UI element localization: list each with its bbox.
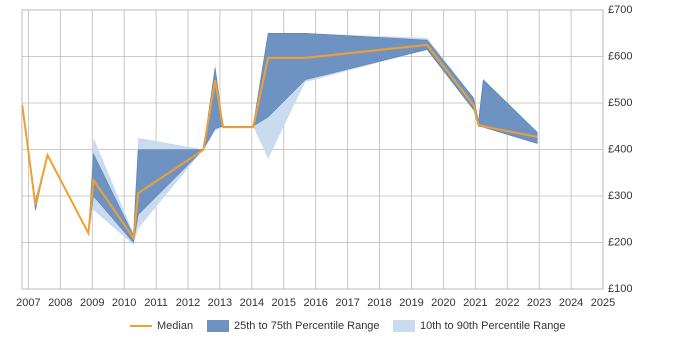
y-tick-label: £400: [608, 143, 632, 155]
x-tick-label: 2016: [303, 297, 327, 309]
legend-swatch: [207, 320, 229, 332]
x-tick-label: 2015: [272, 297, 296, 309]
x-tick-label: 2009: [80, 297, 104, 309]
x-tick-label: 2021: [463, 297, 487, 309]
x-tick-label: 2022: [495, 297, 519, 309]
legend-label: 25th to 75th Percentile Range: [234, 320, 380, 332]
x-tick-label: 2017: [335, 297, 359, 309]
x-tick-label: 2007: [16, 297, 40, 309]
y-tick-label: £100: [608, 283, 632, 295]
x-tick-label: 2012: [176, 297, 200, 309]
y-tick-label: £600: [608, 50, 632, 62]
median-line: [21, 43, 538, 241]
x-tick-label: 2014: [240, 297, 264, 309]
y-tick-label: £700: [608, 4, 632, 16]
legend-label: 10th to 90th Percentile Range: [420, 320, 566, 332]
x-tick-label: 2011: [144, 297, 168, 309]
x-tick-label: 2020: [431, 297, 455, 309]
x-tick-label: 2010: [112, 297, 136, 309]
y-tick-label: £200: [608, 236, 632, 248]
x-tick-label: 2018: [367, 297, 391, 309]
x-tick-label: 2019: [399, 297, 423, 309]
y-tick-label: £500: [608, 97, 632, 109]
percentile-band: [22, 32, 538, 244]
legend-label: Median: [157, 320, 193, 332]
y-tick-label: £300: [608, 190, 632, 202]
legend-swatch: [393, 320, 415, 332]
x-tick-label: 2024: [559, 297, 583, 309]
x-tick-label: 2023: [527, 297, 551, 309]
x-tick-label: 2013: [208, 297, 232, 309]
x-tick-label: 2008: [48, 297, 72, 309]
x-tick-label: 2025: [591, 297, 615, 309]
